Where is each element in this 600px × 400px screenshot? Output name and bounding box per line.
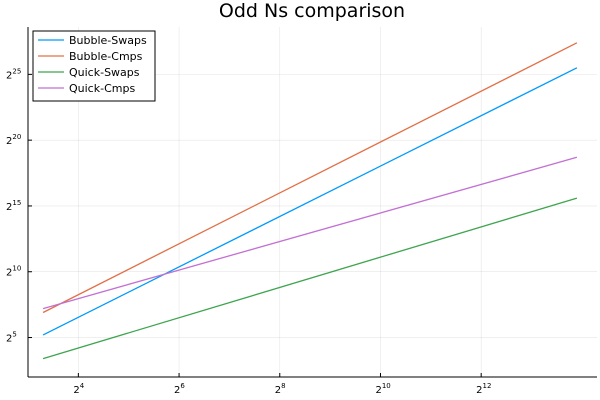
- tick-labels: 24 26 28 210 212 25 210 215 220 225: [6, 67, 491, 396]
- y-tick-label-4: 225: [6, 67, 21, 81]
- legend-label-2: Quick-Swaps: [69, 66, 140, 79]
- series-line-bubble-cmps: [42, 42, 578, 314]
- y-tick-label-3: 220: [6, 133, 21, 147]
- y-tick-label-0: 25: [6, 331, 17, 345]
- series-line-quick-swaps: [42, 197, 578, 360]
- series-line-bubble-swaps: [42, 67, 578, 336]
- series-lines: [42, 42, 578, 360]
- x-tick-label-4: 212: [476, 382, 491, 396]
- y-tick-label-2: 215: [6, 199, 21, 213]
- y-tick-label-1: 210: [6, 265, 21, 279]
- x-tick-label-1: 26: [174, 382, 185, 396]
- chart-title: Odd Ns comparison: [219, 0, 405, 22]
- legend-label-0: Bubble-Swaps: [69, 34, 147, 47]
- legend: Bubble-Swaps Bubble-Cmps Quick-Swaps Quick-…: [32, 30, 156, 102]
- x-tick-label-2: 28: [275, 382, 286, 396]
- legend-box: [32, 30, 156, 102]
- axes: [27, 27, 597, 378]
- x-tick-label-0: 24: [73, 382, 84, 396]
- x-tick-label-3: 210: [375, 382, 390, 396]
- legend-label-1: Bubble-Cmps: [69, 50, 143, 63]
- series-line-quick-cmps: [42, 156, 578, 310]
- legend-label-3: Quick-Cmps: [69, 82, 135, 95]
